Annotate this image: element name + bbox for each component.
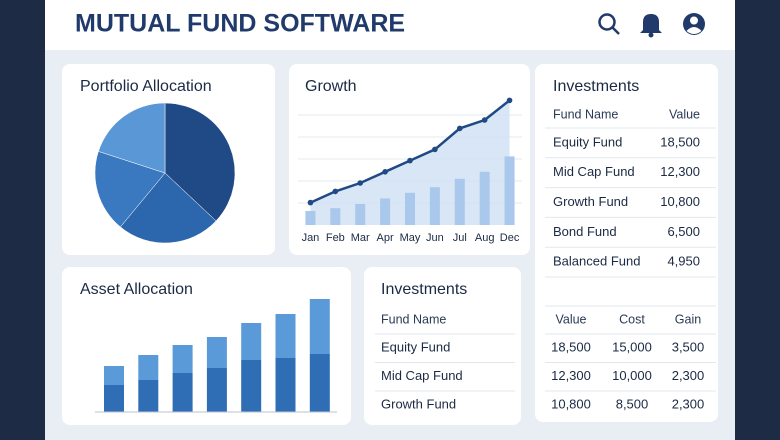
bell-icon[interactable] bbox=[640, 14, 662, 38]
column-header: Gain bbox=[675, 312, 701, 326]
asset-bar-segment bbox=[138, 380, 159, 412]
table-cell: 15,000 bbox=[612, 339, 652, 354]
asset-bar-segment bbox=[275, 358, 296, 412]
x-tick-label: Mar bbox=[351, 232, 370, 244]
table-cell: Growth Fund bbox=[553, 194, 628, 209]
x-tick-label: Dec bbox=[500, 232, 520, 244]
column-header: Fund Name bbox=[553, 107, 618, 121]
growth-bar bbox=[479, 171, 490, 225]
growth-point bbox=[357, 180, 364, 186]
growth-bar bbox=[355, 204, 366, 225]
asset-bar-segment bbox=[206, 368, 227, 412]
column-header: Fund Name bbox=[381, 312, 446, 326]
growth-bar bbox=[504, 156, 515, 225]
table-cell: 2,300 bbox=[672, 368, 705, 383]
x-tick-label: Feb bbox=[326, 232, 345, 244]
asset-bar-segment bbox=[241, 360, 262, 412]
x-tick-label: Apr bbox=[377, 232, 394, 244]
asset-bar-segment bbox=[206, 337, 227, 368]
growth-bar bbox=[454, 178, 465, 225]
panel bbox=[364, 267, 521, 425]
panel-title: Growth bbox=[305, 78, 357, 95]
pie-slice bbox=[94, 151, 166, 228]
growth-bar bbox=[405, 192, 415, 225]
table-cell: 8,500 bbox=[616, 396, 649, 411]
table-cell: 3,500 bbox=[672, 339, 705, 354]
search-icon[interactable] bbox=[598, 13, 620, 35]
panel-title: Investments bbox=[381, 281, 467, 298]
table-cell: 10,000 bbox=[612, 368, 652, 383]
asset-bar-segment bbox=[138, 355, 159, 380]
table-cell: Equity Fund bbox=[381, 339, 450, 354]
table-cell: 18,500 bbox=[551, 339, 591, 354]
growth-point bbox=[456, 125, 463, 132]
panel-title: Investments bbox=[553, 78, 639, 95]
table-cell: 18,500 bbox=[660, 134, 700, 149]
growth-bar bbox=[429, 187, 440, 225]
x-tick-label: Jul bbox=[453, 232, 467, 244]
x-tick-label: Jun bbox=[426, 232, 444, 244]
x-tick-label: Aug bbox=[475, 232, 495, 244]
growth-point bbox=[481, 117, 488, 123]
pie-slice bbox=[120, 172, 217, 244]
table-cell: Balanced Fund bbox=[553, 254, 640, 269]
growth-point bbox=[382, 169, 388, 175]
column-header: Value bbox=[669, 107, 700, 121]
table-cell: 2,300 bbox=[672, 396, 705, 411]
table-cell: 6,500 bbox=[667, 224, 700, 239]
panel bbox=[535, 64, 718, 422]
asset-bar-segment bbox=[241, 323, 262, 360]
table-cell: 12,300 bbox=[660, 164, 700, 179]
table-cell: 10,800 bbox=[551, 396, 591, 411]
column-header: Cost bbox=[619, 312, 645, 326]
x-tick-label: Jan bbox=[302, 232, 320, 244]
pie-slice bbox=[98, 102, 166, 174]
app-title: MUTUAL FUND SOFTWARE bbox=[75, 10, 405, 38]
pie-slice bbox=[164, 102, 236, 222]
asset-bar-segment bbox=[309, 299, 330, 354]
column-header: Value bbox=[555, 312, 586, 326]
x-tick-label: May bbox=[400, 232, 421, 244]
growth-point bbox=[307, 199, 314, 206]
growth-point bbox=[407, 157, 413, 164]
panel-title: Asset Allocation bbox=[80, 281, 193, 298]
table-cell: 10,800 bbox=[660, 194, 700, 209]
asset-bar-segment bbox=[104, 366, 124, 385]
growth-bar bbox=[305, 211, 316, 225]
growth-bar bbox=[380, 198, 391, 225]
panel-title: Portfolio Allocation bbox=[80, 78, 212, 95]
table-cell: 12,300 bbox=[551, 368, 591, 383]
table-cell: Mid Cap Fund bbox=[553, 164, 635, 179]
asset-bar-segment bbox=[172, 373, 193, 412]
growth-point bbox=[332, 188, 339, 195]
growth-point bbox=[506, 97, 513, 104]
table-cell: Equity Fund bbox=[553, 134, 622, 149]
asset-bar-segment bbox=[309, 354, 330, 412]
table-cell: Mid Cap Fund bbox=[381, 368, 463, 383]
asset-bar-segment bbox=[172, 345, 193, 373]
user-icon[interactable] bbox=[683, 13, 705, 35]
asset-bar-segment bbox=[104, 385, 124, 412]
table-cell: 4,950 bbox=[667, 254, 700, 269]
growth-point bbox=[432, 146, 438, 153]
table-cell: Growth Fund bbox=[381, 396, 456, 411]
asset-bar-segment bbox=[275, 314, 296, 358]
table-cell: Bond Fund bbox=[553, 224, 617, 239]
header-bar bbox=[45, 0, 735, 50]
growth-bar bbox=[330, 208, 341, 225]
